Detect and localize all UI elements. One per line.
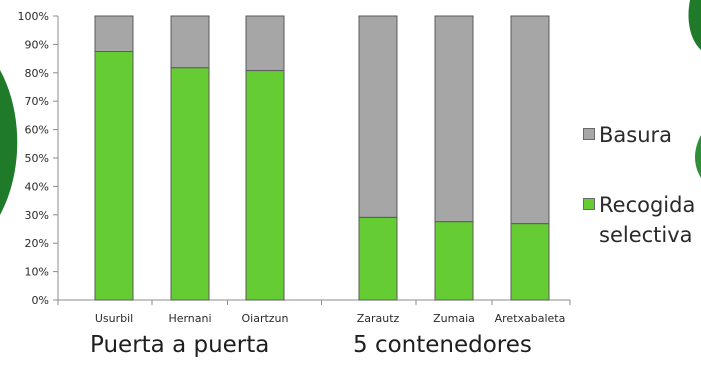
bar-basura-hernani	[170, 15, 210, 69]
x-category-label-usurbil: Usurbil	[95, 312, 133, 325]
legend-item-recogida-selectiva: Recogida selectiva	[583, 190, 695, 250]
legend-swatch-basura	[583, 128, 595, 140]
x-category-label-oiartzun: Oiartzun	[241, 312, 288, 325]
x-category-label-aretxabaleta: Aretxabaleta	[495, 312, 566, 325]
legend-label-basura: Basura	[599, 123, 673, 147]
leaf-top-right-decoration	[688, 0, 701, 50]
y-tick-label: 30%	[25, 209, 49, 222]
bar-basura-zarautz	[358, 15, 398, 218]
y-tick-label: 100%	[18, 10, 49, 23]
y-tick-label: 20%	[25, 237, 49, 250]
y-tick-label: 0%	[32, 294, 49, 307]
y-tick-label: 10%	[25, 266, 49, 279]
x-category-label-hernani: Hernani	[168, 312, 211, 325]
bar-basura-aretxabaleta	[510, 15, 550, 225]
bar-recogida-selectiva-zarautz	[358, 216, 398, 301]
group-caption-puerta-a-puerta: Puerta a puerta	[90, 332, 270, 358]
y-tick-label: 50%	[25, 152, 49, 165]
bar-basura-oiartzun	[245, 15, 285, 72]
bar-recogida-selectiva-oiartzun	[245, 70, 285, 301]
group-caption-5-contenedores: 5 contenedores	[353, 332, 532, 358]
x-category-label-zarautz: Zarautz	[357, 312, 400, 325]
bar-basura-zumaia	[434, 15, 474, 223]
y-tick-label: 90%	[25, 38, 49, 51]
bar-recogida-selectiva-aretxabaleta	[510, 223, 550, 301]
leaf-left-decoration	[0, 70, 18, 215]
bar-recogida-selectiva-usurbil	[94, 51, 134, 301]
legend-item-basura: Basura	[583, 120, 672, 150]
y-tick-label: 60%	[25, 124, 49, 137]
bar-basura-usurbil	[94, 15, 134, 52]
y-tick-label: 80%	[25, 67, 49, 80]
leaf-mid-right-decoration	[695, 135, 701, 178]
legend-swatch-recogida-selectiva	[583, 198, 595, 210]
legend-label-recogida-selectiva: Recogida selectiva	[599, 193, 696, 247]
bar-recogida-selectiva-zumaia	[434, 221, 474, 301]
bar-recogida-selectiva-hernani	[170, 67, 210, 301]
x-category-label-zumaia: Zumaia	[433, 312, 475, 325]
y-tick-label: 40%	[25, 180, 49, 193]
y-tick-label: 70%	[25, 95, 49, 108]
